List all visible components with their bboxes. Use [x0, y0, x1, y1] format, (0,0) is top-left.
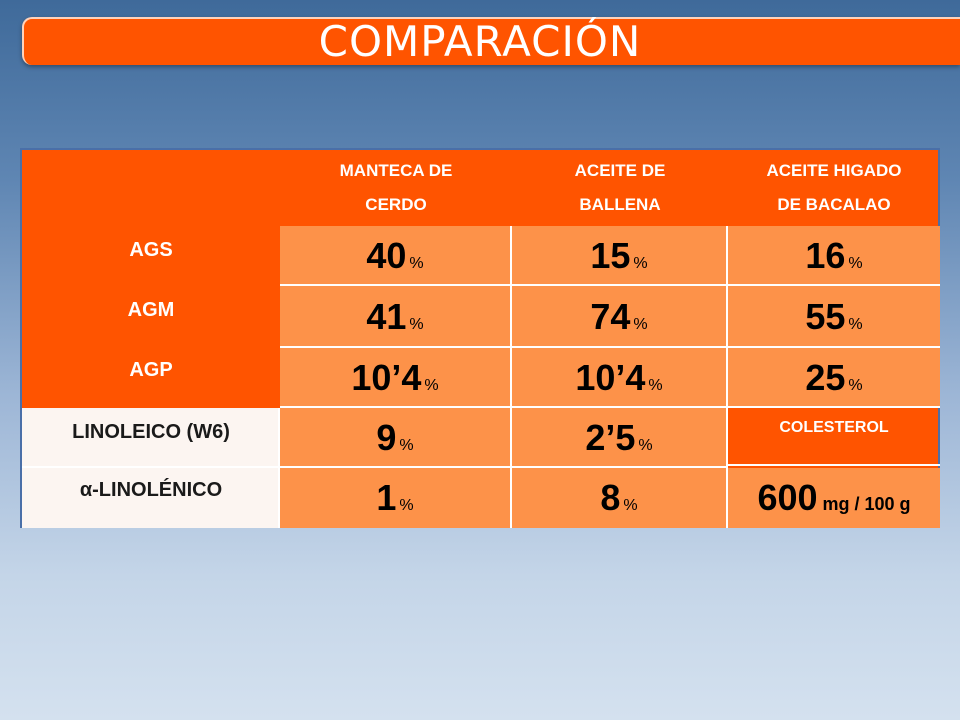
value-colesterol-bacalao: 600 mg / 100 g	[728, 468, 940, 528]
column-header-ballena: ACEITE DE BALLENA	[574, 161, 666, 214]
row-label-agm: AGM	[127, 299, 175, 321]
row-label-separator	[278, 408, 280, 528]
comparison-table: MANTECA DE CERDO ACEITE DE BALLENA ACEITE …	[20, 148, 940, 528]
value-ags-bacalao: 16%	[728, 226, 940, 286]
row-label-ags: AGS	[129, 239, 173, 261]
value-agp-bacalao: 25%	[728, 348, 940, 408]
column-header-bacalao: ACEITE HIGADO DE BACALAO	[766, 161, 902, 214]
value-alfa-linolenico-ballena: 8%	[512, 468, 728, 528]
value-agm-bacalao: 55%	[728, 286, 940, 348]
page-title: COMPARACIÓN	[318, 17, 642, 66]
row-label-linoleico: LINOLEICO (W6)	[22, 408, 280, 468]
value-linoleico-ballena: 2’5%	[512, 408, 728, 468]
colesterol-label: COLESTEROL	[728, 408, 940, 466]
row-label-alfa-linolenico: α-LINOLÉNICO	[22, 468, 280, 528]
value-ags-manteca: 40%	[280, 226, 512, 286]
value-agm-ballena: 74%	[512, 286, 728, 348]
value-agp-manteca: 10’4%	[280, 348, 512, 408]
column-header-manteca: MANTECA DE CERDO	[339, 161, 453, 214]
title-banner	[22, 17, 960, 65]
value-agm-manteca: 41%	[280, 286, 512, 348]
value-ags-ballena: 15%	[512, 226, 728, 286]
row-label-agp: AGP	[129, 359, 173, 381]
value-linoleico-manteca: 9%	[280, 408, 512, 468]
value-agp-ballena: 10’4%	[512, 348, 728, 408]
value-alfa-linolenico-manteca: 1%	[280, 468, 512, 528]
